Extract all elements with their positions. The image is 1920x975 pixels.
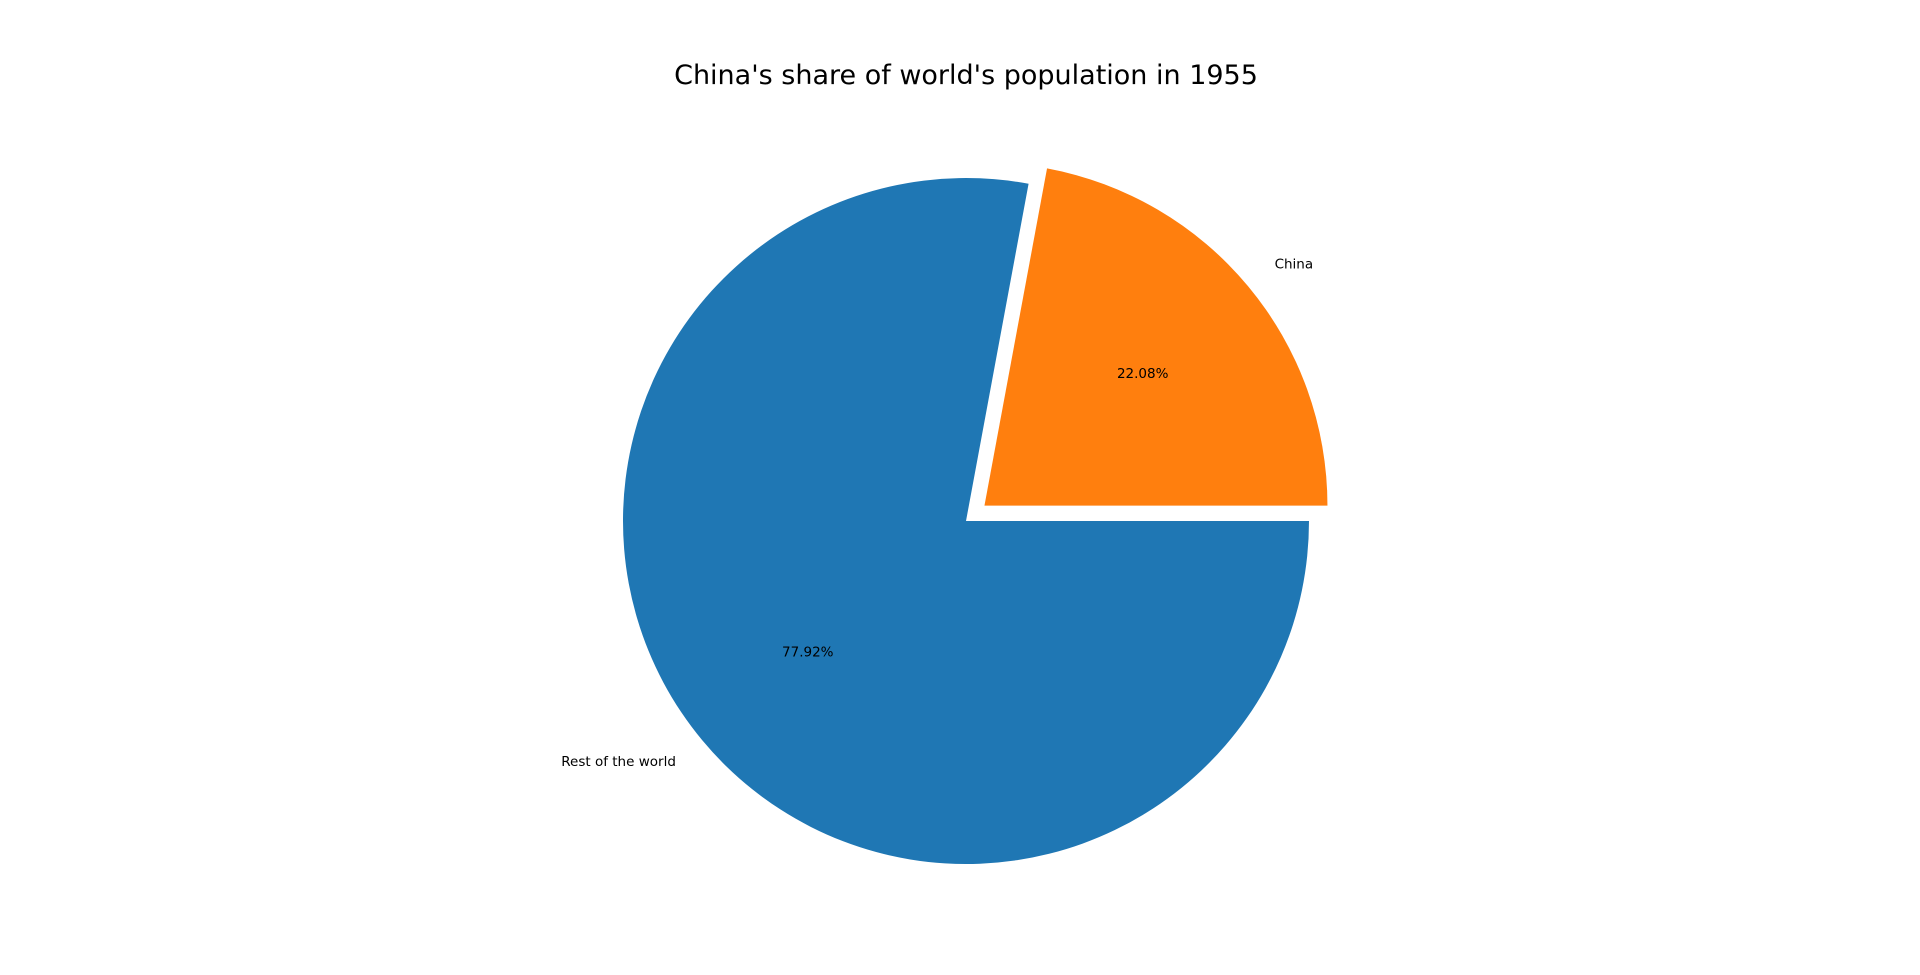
pie-labels: China 22.08% Rest of the world 77.92% — [561, 256, 1313, 770]
slice-percent-rest-of-the-world: 77.92% — [782, 645, 834, 661]
slice-percent-china: 22.08% — [1117, 366, 1169, 382]
slice-label-rest-of-the-world: Rest of the world — [561, 754, 676, 770]
slice-label-china: China — [1275, 256, 1314, 272]
chart-title: China's share of world's population in 1… — [674, 60, 1258, 91]
pie-slice-rest-of-the-world — [623, 178, 1309, 864]
pie-slices — [623, 168, 1328, 864]
pie-slice-china — [984, 168, 1328, 506]
